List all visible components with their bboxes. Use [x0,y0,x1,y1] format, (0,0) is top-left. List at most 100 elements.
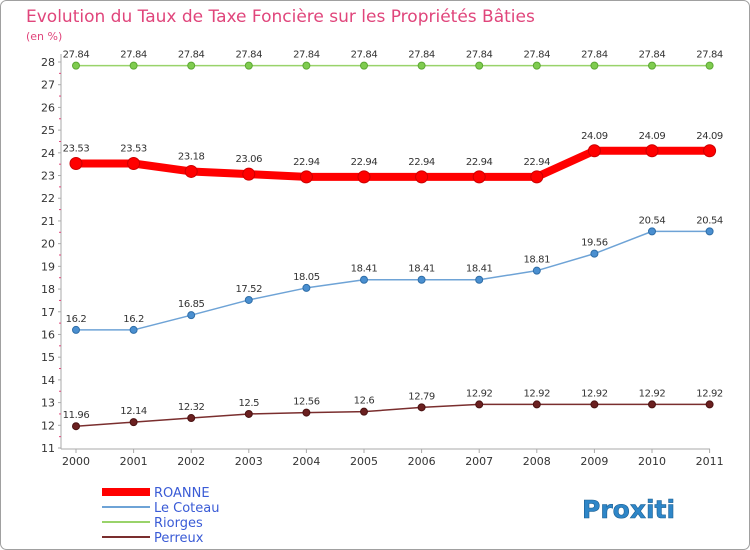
data-point [648,400,656,409]
data-point [299,170,313,184]
data-label: 12.56 [293,397,320,408]
data-label: 20.54 [639,215,666,226]
data-point [472,170,486,184]
logo-text: Proxiti [582,495,675,524]
x-tick-label: 2003 [235,455,263,468]
x-tick-label: 2011 [696,455,724,468]
x-tick-label: 2010 [638,455,666,468]
data-point [590,400,599,409]
data-label: 12.92 [639,388,666,399]
axes [60,54,710,450]
data-point [532,400,541,409]
data-label: 16.2 [123,314,144,325]
data-point [302,61,311,70]
x-tick-label: 2007 [465,455,493,468]
data-label: 23.18 [178,151,205,162]
data-label: 12.6 [354,396,375,407]
data-label: 27.84 [466,50,493,61]
y-tick-label: 22 [41,192,55,205]
data-label: 24.09 [639,131,666,142]
data-point [530,170,544,184]
series-line [72,146,714,181]
unit-label: (en %) [26,30,62,43]
data-label: 23.06 [235,154,262,165]
legend-label: Perreux [154,531,204,546]
y-tick-label: 11 [41,442,55,455]
data-point [590,61,599,70]
data-label: 22.94 [466,157,493,168]
data-point [645,144,659,158]
y-tick-label: 16 [41,328,55,341]
data-label: 27.84 [120,50,147,61]
data-point [357,170,371,184]
proxiti-logo: Proxiti [582,495,676,525]
series-roanne: 23.53 23.53 23.18 23.06 22.94 22.94 22.94 22.94… [63,131,723,184]
data-label: 12.79 [408,391,435,402]
data-label: 19.56 [581,238,608,249]
y-axis-ticks: 11 12 13 14 15 16 17 18 19 20 21 22 23 24 25 26 27 28 [41,56,61,455]
data-point [590,249,599,258]
data-label: 12.5 [238,398,259,409]
data-point [242,167,256,181]
data-label: 24.09 [696,131,723,142]
legend-label: ROANNE [154,486,210,501]
data-label: 12.92 [523,388,550,399]
y-tick-label: 27 [41,79,55,92]
data-label: 12.92 [581,388,608,399]
data-label: 27.84 [639,50,666,61]
y-tick-label: 24 [41,147,55,160]
data-label: 27.84 [235,50,262,61]
y-tick-label: 17 [41,306,55,319]
data-label: 11.96 [63,410,90,421]
data-label: 27.84 [178,50,205,61]
data-point [187,61,196,70]
data-point [360,275,368,284]
data-point [302,283,311,292]
legend-item-riorges: Riorges [102,516,203,531]
data-point [648,227,656,236]
data-label: 18.41 [408,264,435,275]
data-point [705,400,714,409]
y-tick-label: 28 [41,56,55,69]
y-tick-label: 13 [41,397,55,410]
data-label: 27.84 [581,50,608,61]
data-point [129,61,138,70]
x-tick-label: 2008 [523,455,551,468]
data-point [72,325,80,334]
x-tick-label: 2000 [62,455,90,468]
data-point [127,156,141,170]
data-point [415,170,429,184]
data-point [417,61,426,70]
series-line [75,230,711,331]
data-label: 12.14 [120,406,147,417]
data-point [244,295,253,304]
series-layer: 27.84 27.84 27.84 27.84 27.84 27.84 27.84 27.84… [63,50,723,431]
data-point [648,61,656,70]
x-tick-label: 2006 [408,455,436,468]
data-label: 18.41 [351,264,378,275]
data-point [184,164,198,178]
y-tick-label: 19 [41,260,55,273]
y-tick-label: 18 [41,283,55,296]
data-point [187,414,196,423]
series-le-coteau: 16.2 16.2 16.85 17.52 18.05 18.41 18.41 18.41 18… [66,215,723,334]
legend-item-le-coteau: Le Coteau [102,501,219,516]
data-label: 27.84 [351,50,378,61]
data-label: 12.92 [466,388,493,399]
x-tick-label: 2002 [177,455,205,468]
y-tick-label: 25 [41,124,55,137]
data-point [129,325,138,334]
data-point [703,144,717,158]
data-point [417,275,426,284]
y-tick-label: 23 [41,170,55,183]
data-point [532,61,541,70]
data-label: 27.84 [696,50,723,61]
data-label: 18.81 [523,255,550,266]
data-point [244,409,253,418]
legend-item-roanne: ROANNE [102,486,210,501]
data-point [360,61,368,70]
y-tick-label: 12 [41,419,55,432]
data-label: 18.41 [466,264,493,275]
data-label: 20.54 [696,215,723,226]
y-tick-label: 15 [41,351,55,364]
